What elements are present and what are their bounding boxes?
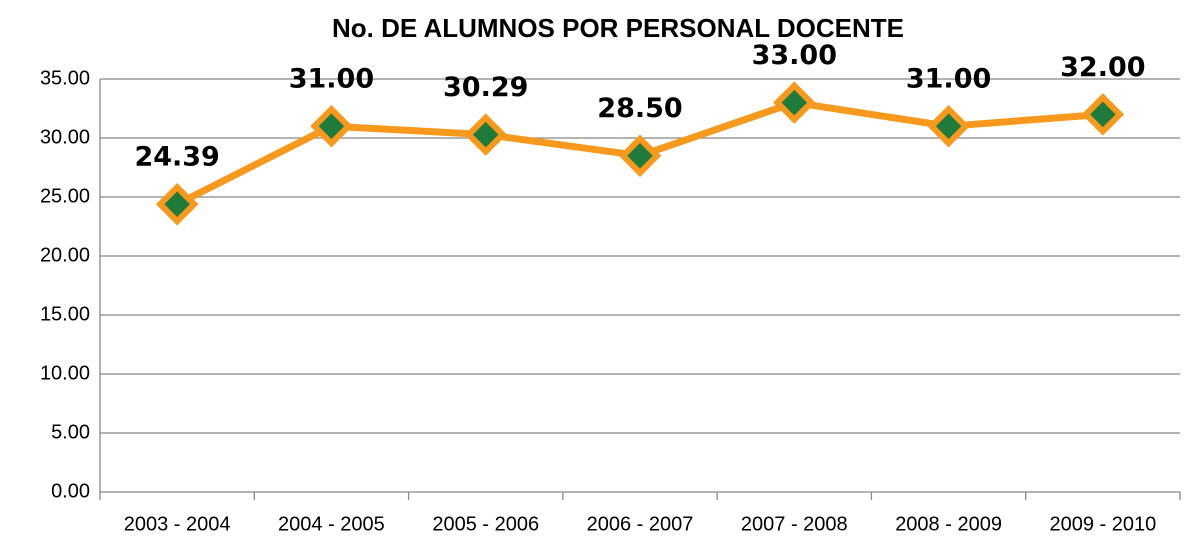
data-label: 33.00 bbox=[752, 40, 837, 71]
marker bbox=[1081, 93, 1125, 136]
y-tick-label: 15.00 bbox=[40, 303, 90, 325]
x-tick-label: 2005 - 2006 bbox=[432, 513, 539, 535]
data-label: 32.00 bbox=[1060, 52, 1145, 83]
marker bbox=[927, 104, 970, 148]
marker bbox=[618, 134, 662, 177]
y-tick-label: 35.00 bbox=[40, 67, 90, 89]
data-label: 28.50 bbox=[597, 93, 682, 124]
x-tick-label: 2009 - 2010 bbox=[1049, 513, 1156, 535]
x-tick-label: 2008 - 2009 bbox=[895, 513, 1002, 535]
data-label: 31.00 bbox=[289, 64, 374, 95]
y-tick-label: 30.00 bbox=[40, 126, 90, 148]
data-label: 30.29 bbox=[443, 72, 528, 103]
y-tick-label: 10.00 bbox=[40, 362, 90, 384]
marker bbox=[773, 81, 816, 124]
y-tick-label: 0.00 bbox=[51, 480, 90, 502]
y-tick-label: 5.00 bbox=[51, 421, 90, 443]
x-tick-label: 2006 - 2007 bbox=[587, 513, 694, 535]
marker bbox=[155, 182, 199, 226]
data-label: 24.39 bbox=[134, 142, 219, 173]
y-tick-label: 25.00 bbox=[40, 185, 90, 207]
x-tick-label: 2003 - 2004 bbox=[124, 513, 231, 535]
chart-title: No. DE ALUMNOS POR PERSONAL DOCENTE bbox=[332, 13, 904, 43]
marker bbox=[464, 113, 507, 156]
data-label: 31.00 bbox=[906, 64, 991, 95]
x-tick-label: 2004 - 2005 bbox=[278, 513, 385, 535]
y-tick-label: 20.00 bbox=[40, 244, 90, 266]
x-tick-label: 2007 - 2008 bbox=[741, 513, 848, 535]
marker bbox=[310, 104, 353, 148]
